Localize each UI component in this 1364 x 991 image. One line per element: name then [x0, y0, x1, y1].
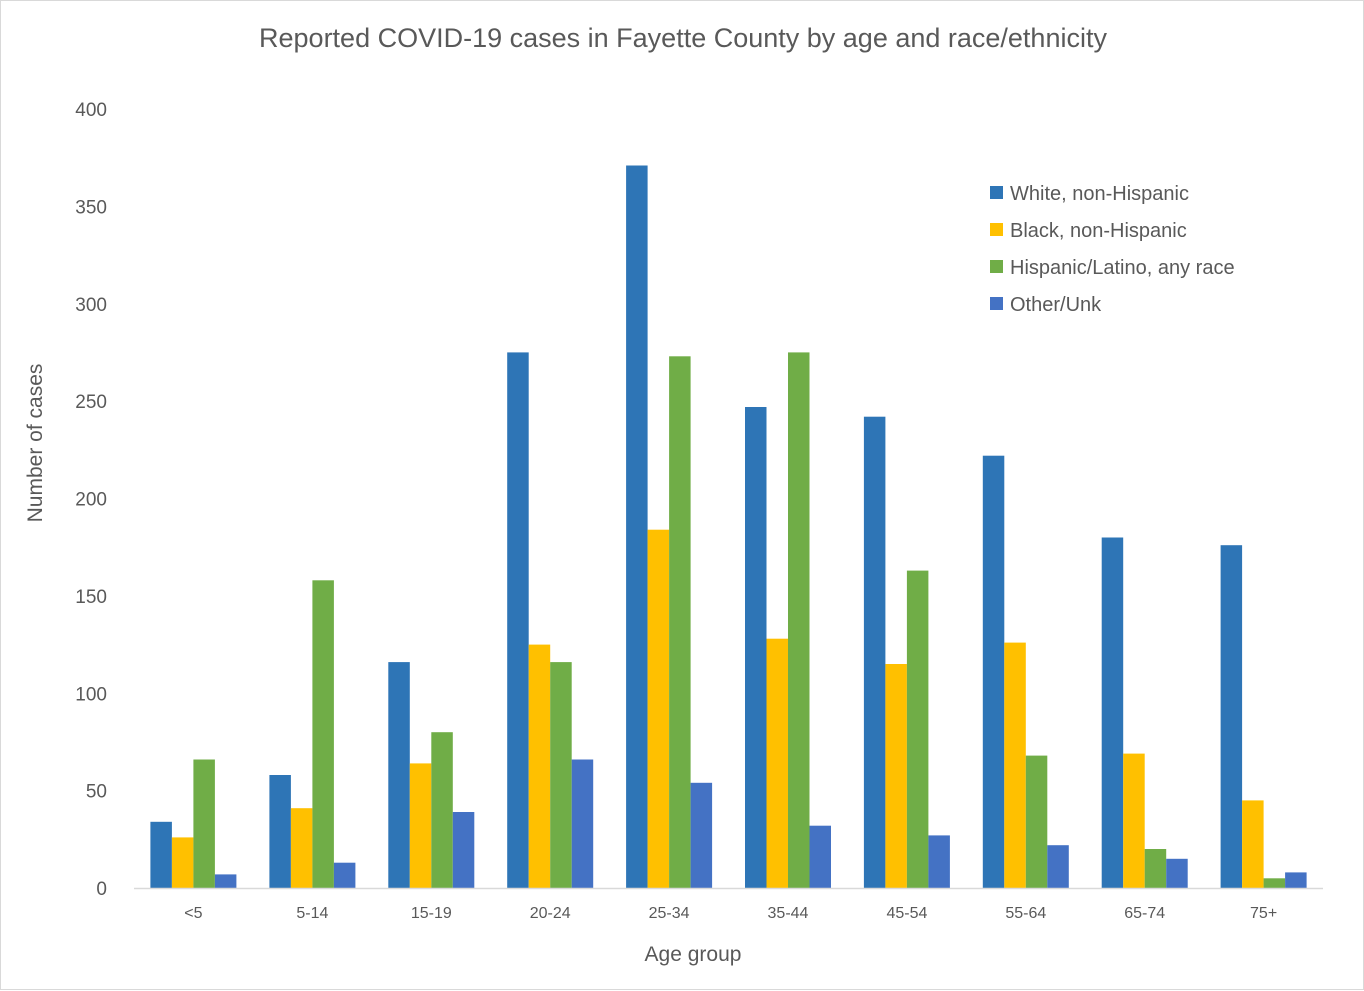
bar [647, 529, 670, 888]
bar [1004, 642, 1026, 888]
bar [1123, 753, 1145, 888]
bar [214, 874, 237, 888]
x-tick-label: 35-44 [768, 905, 809, 922]
y-tick-label: 200 [75, 490, 107, 511]
y-tick-label: 250 [75, 392, 107, 413]
x-tick-label: <5 [184, 905, 202, 922]
x-tick-label: 45-54 [886, 905, 927, 922]
x-tick-label: 25-34 [649, 905, 690, 922]
y-tick-label: 400 [75, 100, 107, 121]
bars-group [150, 165, 1307, 888]
legend-swatch [990, 297, 1003, 310]
bar [550, 662, 572, 888]
bar [906, 570, 929, 888]
y-tick-label: 300 [75, 295, 107, 316]
bar [193, 759, 215, 888]
x-tick-label: 15-19 [411, 905, 452, 922]
bar [626, 165, 648, 888]
bar [745, 407, 767, 888]
bar [171, 837, 194, 888]
bar [1166, 858, 1188, 888]
bar [690, 782, 713, 888]
bar [150, 821, 172, 888]
bar [766, 638, 788, 888]
bar [1101, 537, 1124, 888]
bar [312, 580, 334, 888]
bar [431, 732, 453, 888]
y-tick-label: 0 [96, 879, 107, 900]
x-tick-label: 55-64 [1005, 905, 1046, 922]
legend-label: Black, non-Hispanic [1010, 220, 1187, 242]
bar [507, 352, 529, 888]
x-tick-label: 20-24 [530, 905, 571, 922]
x-tick-label: 65-74 [1124, 905, 1165, 922]
bar [452, 812, 475, 888]
bar [885, 664, 907, 888]
y-tick-label: 100 [75, 684, 107, 705]
bar [1242, 800, 1264, 888]
bar [1220, 545, 1243, 888]
bar [788, 352, 810, 888]
y-tick-label: 150 [75, 587, 107, 608]
bar [809, 825, 831, 888]
chart-title: Reported COVID-19 cases in Fayette Count… [259, 23, 1107, 53]
bar [290, 808, 313, 888]
y-axis-ticks: 0 50 100 150 200 250 300 350 400 [75, 100, 107, 900]
bar [1144, 849, 1167, 888]
legend-label: White, non-Hispanic [1010, 183, 1189, 205]
legend: White, non-Hispanic Black, non-Hispanic Hi… [990, 183, 1235, 316]
bar [269, 775, 291, 888]
bar [528, 644, 551, 888]
x-axis-ticks: <5 5-14 15-19 20-24 25-34 35-44 45-54 55-64 65-7… [184, 905, 1277, 922]
bar [333, 862, 356, 888]
legend-swatch [990, 186, 1003, 199]
bar [1025, 755, 1048, 888]
bar [863, 416, 886, 888]
y-tick-label: 50 [86, 782, 107, 803]
x-tick-label: 75+ [1250, 905, 1277, 922]
legend-swatch [990, 260, 1003, 273]
legend-label: Hispanic/Latino, any race [1010, 257, 1235, 279]
bar [571, 759, 594, 888]
x-tick-label: 5-14 [296, 905, 328, 922]
legend-label: Other/Unk [1010, 294, 1102, 316]
bar [388, 662, 410, 888]
bar [982, 455, 1005, 888]
bar [928, 835, 950, 888]
bar [1047, 845, 1069, 888]
bar [669, 356, 691, 888]
x-axis-title: Age group [645, 943, 742, 966]
bar [1263, 878, 1286, 888]
y-tick-label: 350 [75, 197, 107, 218]
y-axis-title: Number of cases [24, 364, 47, 523]
bar [1285, 872, 1307, 888]
bar [409, 763, 432, 888]
legend-swatch [990, 223, 1003, 236]
